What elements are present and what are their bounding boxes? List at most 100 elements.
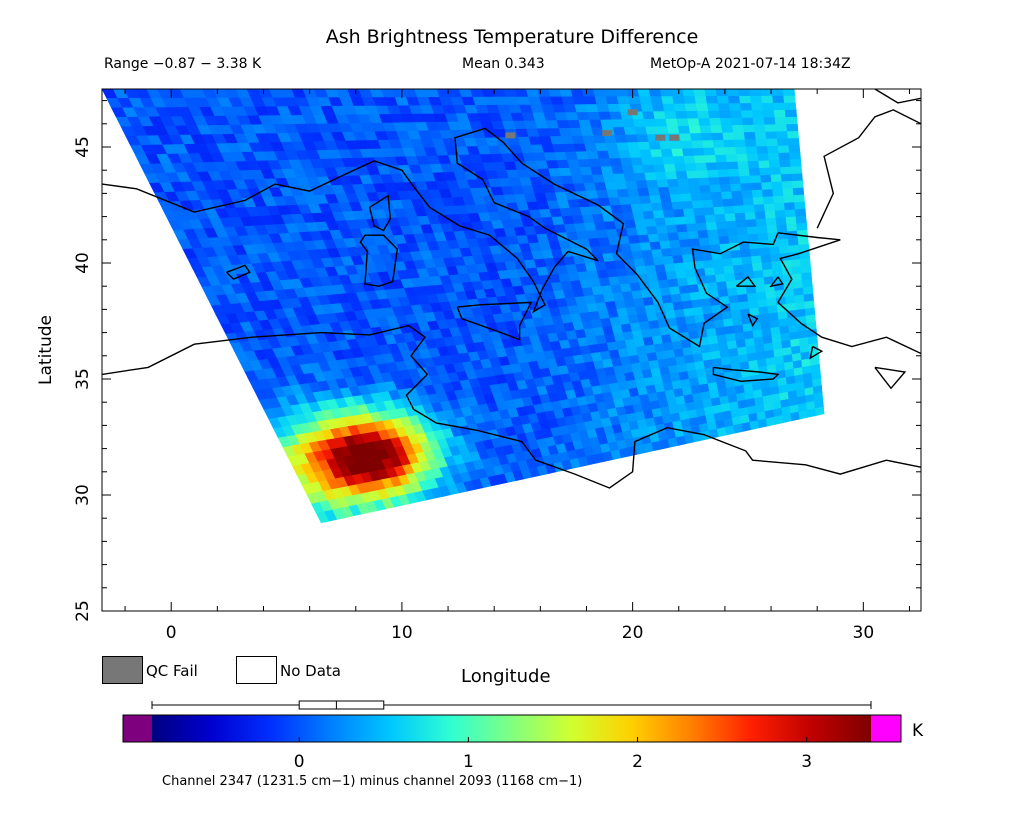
swath-pixel	[712, 258, 724, 268]
swath-pixel	[683, 155, 696, 165]
swath-pixel	[778, 245, 791, 255]
x-tick-label: 10	[391, 623, 413, 643]
swath-pixel	[765, 217, 778, 227]
swath-pixel	[704, 89, 718, 97]
swath-pixel	[695, 162, 708, 172]
swath-pixel	[752, 196, 765, 206]
swath-pixel	[681, 200, 694, 210]
swath-pixel	[734, 271, 746, 281]
swath-pixel	[614, 134, 628, 144]
swath-pixel	[743, 131, 757, 141]
swath-pixel	[630, 157, 644, 167]
swath-pixel	[705, 162, 719, 171]
swath-pixel	[770, 174, 783, 183]
swath-pixel	[780, 166, 792, 175]
swath-pixel	[732, 198, 745, 207]
swath-pixel	[677, 125, 691, 135]
swath-pixel	[790, 259, 802, 268]
swath-pixel	[716, 281, 728, 291]
swath-pixel	[754, 277, 766, 287]
swath-pixel	[769, 246, 781, 256]
swath-pixel	[701, 252, 714, 262]
swath-pixel	[791, 273, 803, 283]
swath-pixel	[783, 281, 795, 291]
swath-pixel	[654, 118, 668, 128]
swath-pixel	[715, 221, 728, 231]
swath-pixel	[747, 160, 760, 170]
swath-pixel	[739, 175, 752, 185]
colorbar-frame	[122, 714, 902, 743]
swath-pixel	[758, 160, 771, 169]
swath-pixel	[737, 293, 749, 303]
swath-pixel	[754, 211, 767, 220]
swath-pixel	[774, 117, 787, 126]
swath-pixel	[784, 102, 797, 111]
swath-pixel	[781, 180, 794, 190]
swath-pixel	[787, 138, 800, 147]
swath-pixel	[690, 192, 703, 202]
swath-pixel	[708, 289, 720, 299]
swath-pixel	[741, 256, 753, 266]
coastline	[735, 275, 757, 287]
swath-pixel	[801, 279, 813, 289]
swath-pixel	[788, 145, 801, 154]
swath-pixel	[716, 96, 730, 105]
colorbar-tick-label: 0	[294, 752, 305, 772]
swath-pixel	[761, 181, 773, 191]
colorbar: 0 1 2 3	[122, 700, 902, 772]
swath-pixel	[732, 124, 745, 134]
swath-pixel	[598, 158, 612, 168]
swath-pixel	[740, 110, 754, 119]
swath-pixel	[688, 284, 700, 294]
swath-pixel	[726, 161, 740, 170]
swath-pixel	[690, 133, 703, 142]
qc-fail-pixel	[627, 109, 638, 116]
swath-pixel	[598, 111, 612, 121]
swath-pixel	[739, 103, 753, 112]
swath-pixel	[747, 233, 760, 243]
swath-pixel	[785, 216, 797, 225]
swath-pixel	[623, 173, 637, 182]
swath-pixel	[749, 175, 762, 184]
swath-pixel	[659, 89, 674, 97]
swath-pixel	[741, 117, 755, 126]
swath-pixel	[787, 237, 800, 247]
swath-pixel	[681, 254, 694, 264]
swath-pixel	[717, 228, 729, 238]
swath-pixel	[660, 248, 673, 258]
swath-pixel	[662, 209, 676, 219]
swath-pixel	[634, 219, 647, 229]
swath-pixel	[789, 152, 801, 161]
swath-pixel	[625, 180, 639, 190]
swath-pixel	[578, 119, 592, 129]
swath-pixel	[733, 205, 746, 214]
swath-pixel	[759, 247, 771, 257]
swath-pixel	[791, 180, 804, 189]
channel-caption: Channel 2347 (1231.5 cm−1) minus channel…	[162, 774, 583, 789]
swath-pixel	[704, 154, 717, 164]
swath-pixel	[622, 119, 636, 128]
swath-pixel	[654, 171, 668, 181]
swath-pixel	[612, 127, 627, 136]
swath-pixel	[689, 291, 702, 301]
swath-pixel	[782, 89, 796, 97]
swath-pixel	[699, 184, 712, 194]
swath-pixel	[649, 194, 662, 204]
swath-pixel	[698, 237, 711, 247]
swath-pixel	[772, 95, 785, 104]
swath-pixel	[594, 96, 609, 105]
swath-pixel	[763, 117, 777, 126]
swath-pixel	[637, 141, 651, 151]
swath-pixel	[790, 166, 803, 175]
swath-pixel	[595, 142, 609, 152]
swath-pixel	[670, 247, 683, 257]
swath-pixel	[794, 294, 805, 304]
swath-pixel	[736, 153, 749, 163]
swath-pixel	[762, 110, 776, 119]
x-tick-label: 0	[166, 623, 177, 643]
swath-pixel	[728, 294, 740, 305]
swath-pixel	[737, 161, 750, 170]
swath-pixel	[639, 149, 653, 159]
coastline	[368, 194, 392, 232]
swath-pixel	[757, 153, 770, 162]
